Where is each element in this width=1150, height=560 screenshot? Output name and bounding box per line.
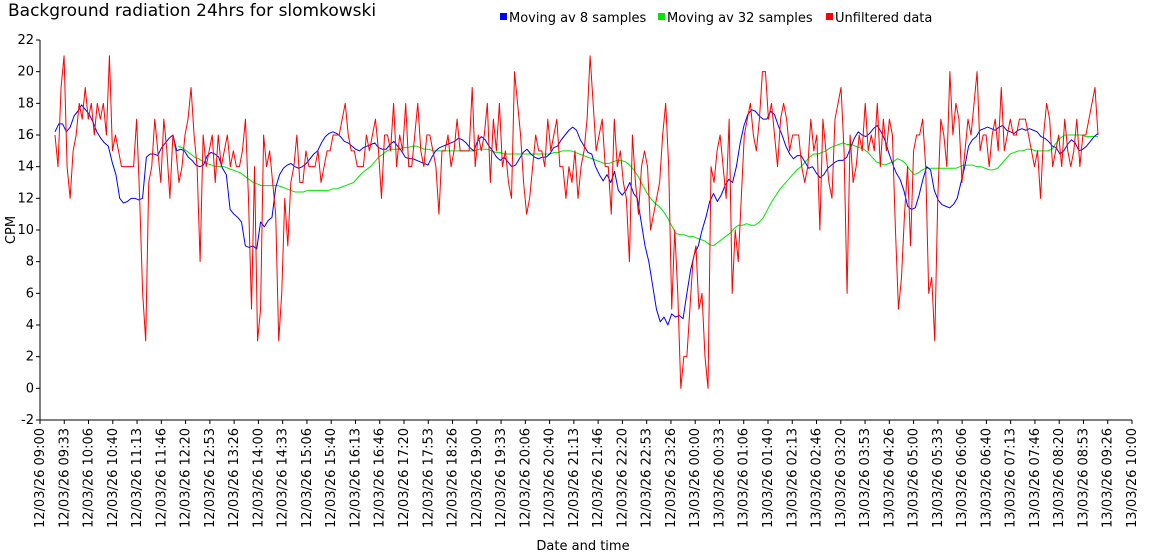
x-tick-label: 12/03/26 13:26 [227, 428, 242, 528]
x-tick-label: 13/03/26 00:33 [712, 428, 727, 528]
x-tick-label: 13/03/26 09:26 [1101, 428, 1116, 528]
x-tick-label: 12/03/26 10:06 [82, 428, 97, 528]
x-axis-ticks: 12/03/26 09:00 12/03/26 09:33 12/03/26 10:… [33, 420, 1140, 528]
x-tick-label: 12/03/26 12:53 [203, 428, 218, 528]
x-tick-label: 12/03/26 14:00 [251, 428, 266, 528]
y-tick-label: 10 [17, 223, 34, 238]
x-tick-label: 12/03/26 19:33 [494, 428, 509, 528]
x-tick-label: 13/03/26 07:13 [1004, 428, 1019, 528]
y-tick-label: 16 [17, 128, 34, 143]
x-tick-label: 13/03/26 01:40 [761, 428, 776, 528]
x-tick-label: 12/03/26 18:26 [446, 428, 461, 528]
y-axis-ticks: -2 0 2 4 6 8 10 12 14 16 18 20 22 [17, 33, 40, 428]
legend-swatch-unfiltered [826, 13, 833, 20]
x-tick-label: 12/03/26 22:53 [640, 428, 655, 528]
legend-label-unfiltered: Unfiltered data [835, 11, 932, 26]
x-tick-label: 12/03/26 21:46 [591, 428, 606, 528]
legend: Moving av 8 samples Moving av 32 samples… [500, 11, 932, 26]
x-tick-label: 13/03/26 05:00 [907, 428, 922, 528]
y-tick-label: 20 [17, 65, 34, 80]
y-tick-label: 14 [17, 160, 34, 175]
legend-label-moving-av-32: Moving av 32 samples [667, 11, 813, 26]
x-tick-label: 12/03/26 15:06 [300, 428, 315, 528]
x-tick-label: 13/03/26 06:06 [955, 428, 970, 528]
x-tick-label: 12/03/26 15:40 [324, 428, 339, 528]
x-tick-label: 13/03/26 05:33 [931, 428, 946, 528]
x-tick-label: 13/03/26 01:06 [737, 428, 752, 528]
x-tick-label: 12/03/26 12:20 [179, 428, 194, 528]
y-tick-label: 2 [26, 350, 34, 365]
x-tick-label: 12/03/26 16:46 [373, 428, 388, 528]
x-tick-label: 12/03/26 09:00 [33, 428, 48, 528]
x-tick-label: 12/03/26 23:26 [664, 428, 679, 528]
series-line-moving-av-8 [54, 104, 1099, 326]
x-tick-label: 13/03/26 10:00 [1125, 428, 1140, 528]
x-tick-label: 13/03/26 03:20 [834, 428, 849, 528]
x-tick-label: 12/03/26 17:53 [421, 428, 436, 528]
x-tick-label: 13/03/26 08:20 [1052, 428, 1067, 528]
series-line-unfiltered [54, 55, 1099, 389]
y-axis-label: CPM [4, 216, 19, 244]
x-tick-label: 13/03/26 03:53 [858, 428, 873, 528]
legend-label-moving-av-8: Moving av 8 samples [509, 11, 647, 26]
y-tick-label: 18 [17, 96, 34, 111]
y-tick-label: 6 [26, 286, 34, 301]
x-axis-label: Date and time [536, 539, 629, 554]
x-tick-label: 12/03/26 09:33 [57, 428, 72, 528]
chart-title: Background radiation 24hrs for slomkowsk… [8, 1, 376, 21]
x-tick-label: 12/03/26 19:00 [470, 428, 485, 528]
x-tick-label: 13/03/26 07:46 [1028, 428, 1043, 528]
x-tick-label: 12/03/26 20:40 [543, 428, 558, 528]
legend-swatch-moving-av-8 [500, 13, 507, 20]
y-tick-label: 22 [17, 33, 34, 48]
series-lines [54, 55, 1099, 389]
x-tick-label: 12/03/26 16:13 [348, 428, 363, 528]
x-tick-label: 13/03/26 02:13 [785, 428, 800, 528]
y-tick-label: 4 [26, 318, 34, 333]
x-tick-label: 13/03/26 08:53 [1076, 428, 1091, 528]
series-line-moving-av-32 [177, 134, 1098, 247]
y-tick-label: 8 [26, 255, 34, 270]
x-tick-label: 12/03/26 11:46 [154, 428, 169, 528]
x-tick-label: 12/03/26 17:20 [397, 428, 412, 528]
x-tick-label: 13/03/26 06:40 [979, 428, 994, 528]
legend-swatch-moving-av-32 [658, 13, 665, 20]
x-tick-label: 12/03/26 14:33 [276, 428, 291, 528]
x-tick-label: 12/03/26 21:13 [567, 428, 582, 528]
x-tick-label: 13/03/26 04:26 [882, 428, 897, 528]
x-tick-label: 12/03/26 10:40 [106, 428, 121, 528]
y-tick-label: 0 [26, 381, 34, 396]
x-tick-label: 12/03/26 11:13 [130, 428, 145, 528]
x-tick-label: 12/03/26 22:20 [615, 428, 630, 528]
axes [39, 40, 1132, 421]
y-tick-label: -2 [21, 413, 34, 428]
y-tick-label: 12 [17, 191, 34, 206]
x-tick-label: 12/03/26 20:06 [518, 428, 533, 528]
x-tick-label: 13/03/26 02:46 [810, 428, 825, 528]
x-tick-label: 13/03/26 00:00 [688, 428, 703, 528]
